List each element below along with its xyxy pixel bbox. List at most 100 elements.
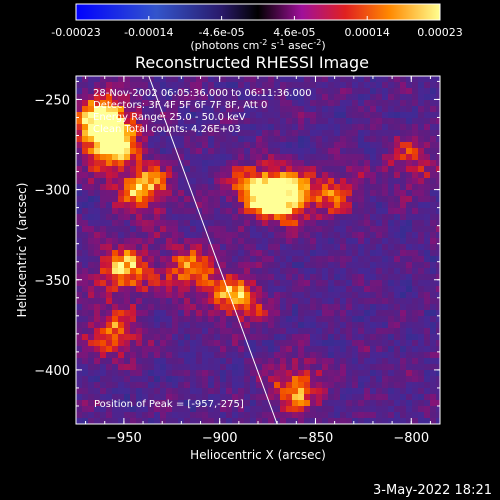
heatmap-cell [376, 178, 382, 184]
heatmap-cell [76, 232, 82, 238]
heatmap-cell [370, 166, 376, 172]
heatmap-cell [340, 94, 346, 100]
heatmap-cell [430, 292, 436, 298]
heatmap-cell [274, 208, 280, 214]
heatmap-cell [340, 244, 346, 250]
heatmap-cell [136, 226, 142, 232]
heatmap-cell [430, 256, 436, 262]
heatmap-cell [190, 256, 196, 262]
heatmap-cell [208, 160, 214, 166]
heatmap-cell [112, 322, 118, 328]
heatmap-cell [334, 316, 340, 322]
heatmap-cell [106, 238, 112, 244]
heatmap-cell [76, 346, 82, 352]
heatmap-cell [358, 100, 364, 106]
heatmap-cell [118, 250, 124, 256]
heatmap-cell [178, 214, 184, 220]
heatmap-cell [142, 208, 148, 214]
heatmap-cell [262, 340, 268, 346]
heatmap-cell [292, 172, 298, 178]
heatmap-cell [88, 406, 94, 412]
heatmap-cell [364, 118, 370, 124]
heatmap-cell [106, 154, 112, 160]
heatmap-cell [190, 304, 196, 310]
heatmap-cell [160, 88, 166, 94]
heatmap-cell [346, 160, 352, 166]
heatmap-cell [136, 178, 142, 184]
heatmap-cell [430, 250, 436, 256]
heatmap-cell [304, 136, 310, 142]
heatmap-cell [340, 190, 346, 196]
heatmap-cell [340, 280, 346, 286]
heatmap-cell [238, 220, 244, 226]
heatmap-cell [190, 100, 196, 106]
heatmap-cell [208, 418, 214, 424]
heatmap-cell [286, 358, 292, 364]
heatmap-cell [250, 172, 256, 178]
heatmap-cell [142, 382, 148, 388]
heatmap-cell [214, 184, 220, 190]
heatmap-cell [88, 358, 94, 364]
heatmap-cell [364, 148, 370, 154]
heatmap-cell [280, 196, 286, 202]
heatmap-cell [160, 400, 166, 406]
heatmap-cell [412, 274, 418, 280]
heatmap-cell [376, 172, 382, 178]
heatmap-cell [136, 130, 142, 136]
heatmap-cell [430, 178, 436, 184]
heatmap-cell [382, 328, 388, 334]
heatmap-cell [172, 256, 178, 262]
heatmap-cell [292, 370, 298, 376]
heatmap-cell [160, 142, 166, 148]
heatmap-cell [112, 328, 118, 334]
heatmap-cell [394, 298, 400, 304]
heatmap-cell [160, 292, 166, 298]
heatmap-cell [142, 238, 148, 244]
heatmap-cell [106, 400, 112, 406]
heatmap-cell [100, 292, 106, 298]
heatmap-cell [250, 184, 256, 190]
heatmap-cell [418, 262, 424, 268]
heatmap-cell [352, 238, 358, 244]
heatmap-cell [256, 370, 262, 376]
heatmap-cell [208, 412, 214, 418]
heatmap-cell [262, 400, 268, 406]
heatmap-cell [412, 268, 418, 274]
heatmap-cell [406, 400, 412, 406]
heatmap-cell [172, 394, 178, 400]
heatmap-cell [244, 82, 250, 88]
heatmap-cell [214, 154, 220, 160]
heatmap-cell [358, 274, 364, 280]
heatmap-cell [190, 382, 196, 388]
heatmap-cell [280, 310, 286, 316]
heatmap-cell [358, 118, 364, 124]
heatmap-cell [418, 256, 424, 262]
heatmap-cell [388, 100, 394, 106]
heatmap-cell [334, 304, 340, 310]
y-tick-label: −250 [34, 93, 70, 108]
heatmap-cell [346, 262, 352, 268]
heatmap-cell [124, 292, 130, 298]
heatmap-cell [88, 388, 94, 394]
heatmap-cell [388, 286, 394, 292]
heatmap-cell [118, 382, 124, 388]
heatmap-cell [370, 208, 376, 214]
heatmap-cell [412, 310, 418, 316]
heatmap-cell [250, 208, 256, 214]
heatmap-cell [166, 412, 172, 418]
heatmap-cell [346, 322, 352, 328]
heatmap-cell [244, 352, 250, 358]
heatmap-cell [436, 316, 440, 322]
heatmap-cell [340, 106, 346, 112]
heatmap-cell [118, 76, 124, 82]
heatmap-cell [82, 142, 88, 148]
heatmap-cell [418, 112, 424, 118]
heatmap-cell [232, 166, 238, 172]
heatmap-cell [316, 328, 322, 334]
heatmap-cell [214, 322, 220, 328]
heatmap-cell [418, 400, 424, 406]
heatmap-cell [316, 142, 322, 148]
heatmap-cell [286, 334, 292, 340]
heatmap-cell [418, 124, 424, 130]
heatmap-cell [436, 292, 440, 298]
